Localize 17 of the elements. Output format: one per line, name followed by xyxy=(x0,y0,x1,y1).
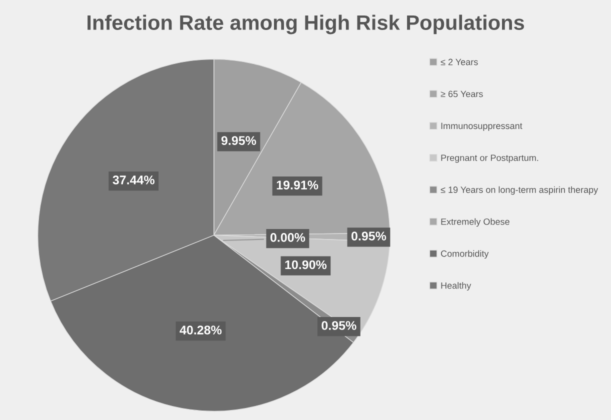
legend-label: Healthy xyxy=(441,282,472,291)
data-label: 0.95% xyxy=(351,232,386,240)
legend-label: Comorbidity xyxy=(441,250,489,259)
data-label: 9.95% xyxy=(221,136,256,145)
data-label: 37.44% xyxy=(112,176,154,184)
data-label: 19.91% xyxy=(276,180,318,190)
legend-label: ≥ 65 Years xyxy=(440,90,483,98)
text: 0.00% xyxy=(270,233,306,242)
legend-label: Extremely Obese xyxy=(441,218,510,227)
data-label: 40.28% xyxy=(180,326,222,334)
legend-label: Immunosuppressant xyxy=(441,122,522,131)
data-label: 10.90% xyxy=(285,260,327,270)
data-label: 0.95% xyxy=(322,321,356,330)
legend-label: ≤ 2 Years xyxy=(440,58,478,66)
legend-label: Pregnant or Postpartum. xyxy=(441,154,538,163)
chart-title: Infection Rate among High Risk Populations xyxy=(88,14,524,34)
legend-label: ≤ 19 Years on long-term aspirin therapy xyxy=(440,186,598,195)
